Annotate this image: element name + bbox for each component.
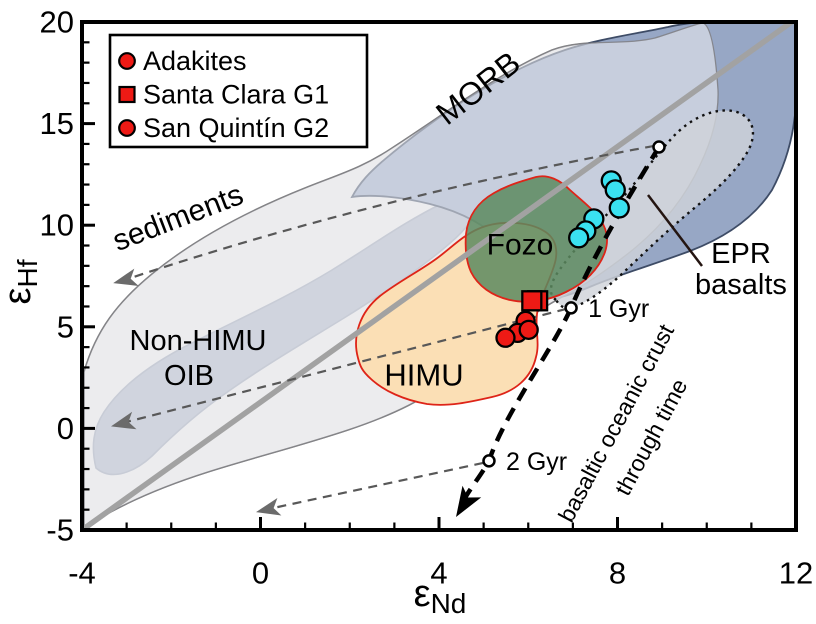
legend-box [108, 33, 369, 149]
point-epr-basalt-samples-cyan-circles-2 [608, 197, 630, 219]
x-axis-symbol: ε [414, 573, 431, 615]
mantle-array-line [83, 23, 794, 529]
y-tick-label-1: 15 [40, 106, 74, 141]
legend-item-label-2: San Quintín G2 [143, 113, 329, 143]
epr-leader-line [647, 194, 703, 267]
label-non_himu_oib-1: OIB [164, 360, 214, 392]
label-epr-1: basalts [695, 269, 787, 301]
data-points [495, 170, 630, 348]
recycling-arrow-2-head [111, 411, 137, 430]
crust-evolution-arrow-head [456, 485, 482, 517]
point-epr-basalt-samples-cyan-circles-5 [568, 227, 590, 249]
x-axis-sub: Nd [431, 588, 467, 619]
y-tick-label-4: 0 [57, 411, 74, 446]
y-tick-label-5: -5 [46, 513, 74, 548]
label-fozo: Fozo [487, 229, 554, 262]
x-tick-label-4: 12 [779, 556, 813, 591]
label-non_himu_oib-0: Non-HIMU [130, 325, 267, 357]
y-tick-label-2: 10 [40, 208, 74, 243]
field-sediments-overlay [83, 23, 719, 529]
recycling-arrow-3-line [267, 461, 484, 511]
legend-marker-circle-0 [118, 52, 136, 70]
recycling-arrow-2-line [124, 307, 567, 424]
legend-item-label-1: Santa Clara G1 [143, 80, 329, 110]
age-marker-1 [564, 301, 578, 315]
x-tick-label-1: 0 [252, 556, 269, 591]
legend-item-label-0: Adakites [143, 46, 247, 76]
age-marker-label-2: 2 Gyr [506, 448, 567, 476]
point-santa-clara-g1-squares-1 [521, 290, 543, 312]
x-tick-label-0: -4 [68, 556, 96, 591]
x-tick-label-2: 4 [430, 556, 447, 591]
label-himu: HIMU [384, 358, 463, 393]
recycling-arrow-1-line [126, 144, 655, 281]
age-marker-0 [652, 140, 666, 154]
label-epr-0: EPR [711, 238, 771, 270]
y-tick-label-3: 5 [57, 309, 74, 344]
recycling-arrow-1-head [113, 268, 139, 286]
age-marker-2 [482, 454, 496, 468]
point-adakites-san-quintin-red-circles-3 [495, 327, 516, 348]
point-adakites-san-quintin-red-circles-2 [518, 319, 539, 340]
point-epr-basalt-samples-cyan-circles-1 [604, 179, 626, 201]
y-axis-sub: Hf [12, 259, 43, 287]
y-axis-title: εHf [0, 259, 43, 304]
age-marker-label-1: 1 Gyr [588, 295, 649, 323]
x-axis-title: εNd [414, 573, 467, 619]
y-axis-symbol: ε [0, 287, 39, 304]
recycling-arrow-3-head [256, 498, 282, 516]
y-tick-label-0: 20 [40, 5, 74, 40]
legend-marker-circle-2 [118, 119, 136, 137]
recycling-arrows [111, 144, 655, 516]
legend-marker-square-1 [118, 85, 136, 104]
x-tick-label-3: 8 [609, 556, 626, 591]
